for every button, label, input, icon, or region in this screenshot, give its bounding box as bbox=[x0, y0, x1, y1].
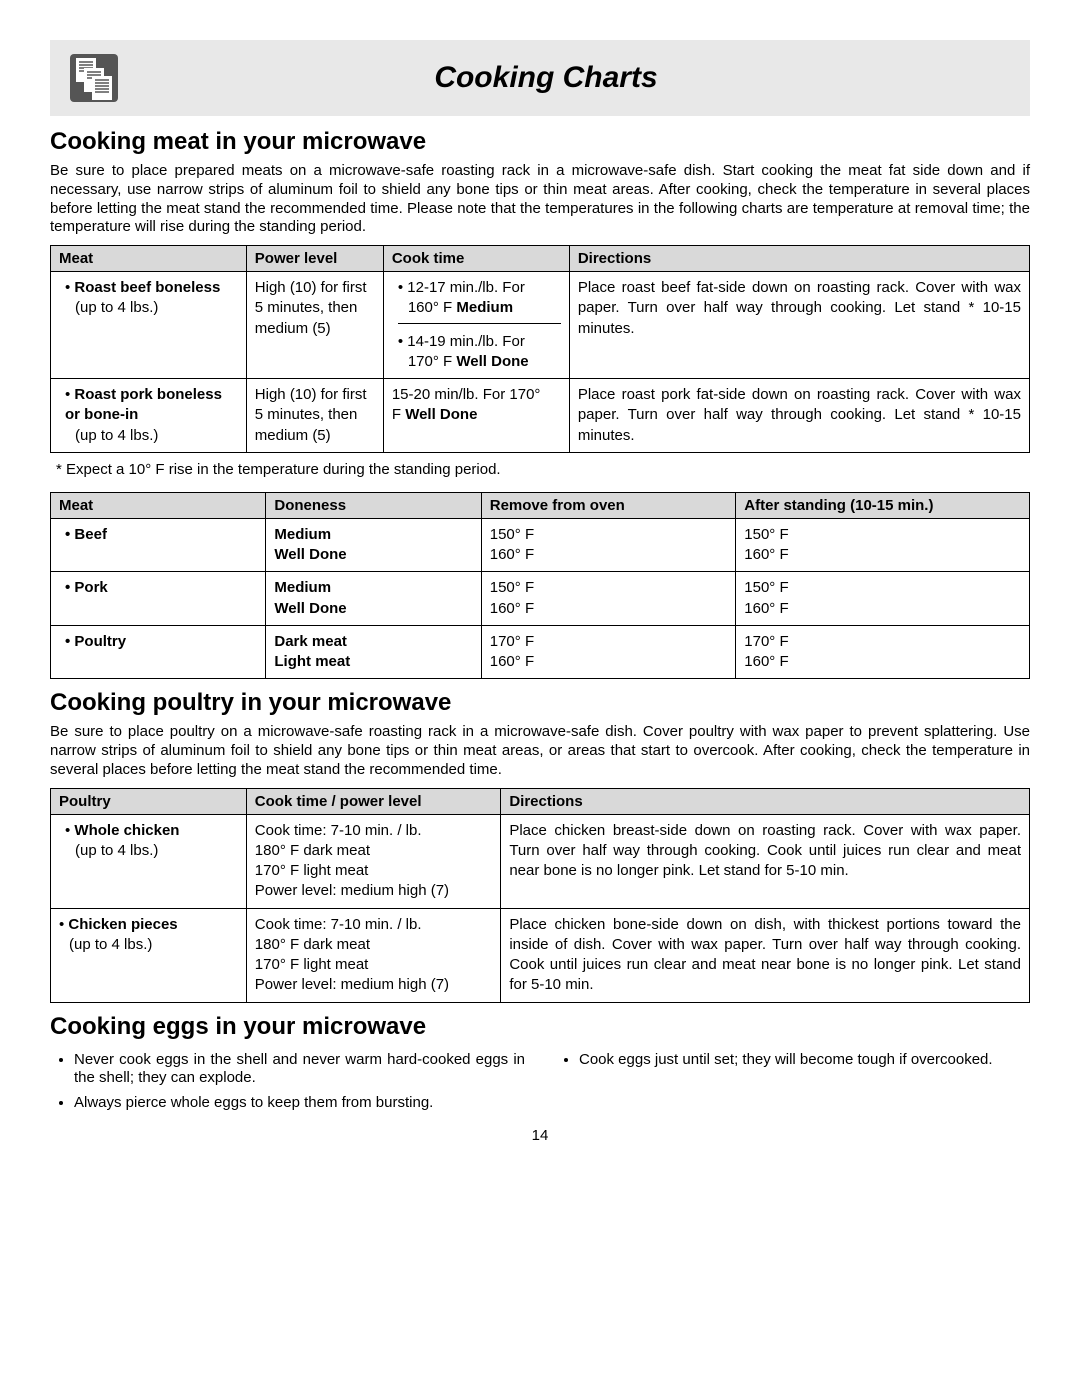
cooktime-cell: 15-20 min/lb. For 170° F Well Done bbox=[383, 379, 569, 453]
page-title: Cooking Charts bbox=[140, 61, 1012, 95]
col-remove: Remove from oven bbox=[481, 492, 736, 518]
meat-intro: Be sure to place prepared meats on a mic… bbox=[50, 162, 1030, 237]
table-row: Chicken pieces (up to 4 lbs.) Cook time:… bbox=[51, 908, 1030, 1002]
cooktime-cell: 12-17 min./lb. For 160° F Medium 14-19 m… bbox=[383, 272, 569, 379]
col-standing: After standing (10-15 min.) bbox=[736, 492, 1030, 518]
list-item: Always pierce whole eggs to keep them fr… bbox=[74, 1094, 525, 1113]
eggs-tips-right: Cook eggs just until set; they will beco… bbox=[555, 1051, 1030, 1119]
list-item: Cook eggs just until set; they will beco… bbox=[579, 1051, 1030, 1070]
col-cooktime: Cook time bbox=[383, 246, 569, 272]
col-meat: Meat bbox=[51, 492, 266, 518]
table-row: Pork MediumWell Done 150° F160° F 150° F… bbox=[51, 572, 1030, 626]
cooktime-cell: Cook time: 7-10 min. / lb. 180° F dark m… bbox=[246, 814, 501, 908]
meat-heading: Cooking meat in your microwave bbox=[50, 128, 1030, 156]
power-cell: High (10) for first 5 minutes, then medi… bbox=[246, 379, 383, 453]
table-row: Whole chicken (up to 4 lbs.) Cook time: … bbox=[51, 814, 1030, 908]
eggs-heading: Cooking eggs in your microwave bbox=[50, 1013, 1030, 1041]
col-doneness: Doneness bbox=[266, 492, 481, 518]
col-poultry: Poultry bbox=[51, 788, 247, 814]
meat-footnote: * Expect a 10° F rise in the temperature… bbox=[56, 461, 1030, 478]
col-meat: Meat bbox=[51, 246, 247, 272]
table-row: Roast beef boneless (up to 4 lbs.) High … bbox=[51, 272, 1030, 379]
table-header-row: Meat Doneness Remove from oven After sta… bbox=[51, 492, 1030, 518]
list-item: Never cook eggs in the shell and never w… bbox=[74, 1051, 525, 1089]
page-number: 14 bbox=[50, 1127, 1030, 1144]
header-banner: Cooking Charts bbox=[50, 40, 1030, 116]
col-directions: Directions bbox=[501, 788, 1030, 814]
eggs-tips: Never cook eggs in the shell and never w… bbox=[50, 1047, 1030, 1123]
document-stack-icon bbox=[68, 52, 120, 104]
poultry-intro: Be sure to place poultry on a microwave-… bbox=[50, 723, 1030, 779]
table-row: Beef MediumWell Done 150° F160° F 150° F… bbox=[51, 518, 1030, 572]
poultry-cell: Whole chicken (up to 4 lbs.) bbox=[51, 814, 247, 908]
eggs-tips-left: Never cook eggs in the shell and never w… bbox=[50, 1051, 525, 1119]
table-header-row: Poultry Cook time / power level Directio… bbox=[51, 788, 1030, 814]
meat-cell: Roast beef boneless (up to 4 lbs.) bbox=[51, 272, 247, 379]
poultry-table: Poultry Cook time / power level Directio… bbox=[50, 788, 1030, 1003]
directions-cell: Place roast beef fat-side down on roasti… bbox=[569, 272, 1029, 379]
cooktime-cell: Cook time: 7-10 min. / lb. 180° F dark m… bbox=[246, 908, 501, 1002]
meat-cooking-table: Meat Power level Cook time Directions Ro… bbox=[50, 245, 1030, 453]
col-directions: Directions bbox=[569, 246, 1029, 272]
meat-temperature-table: Meat Doneness Remove from oven After sta… bbox=[50, 492, 1030, 680]
directions-cell: Place chicken bone-side down on dish, wi… bbox=[501, 908, 1030, 1002]
directions-cell: Place chicken breast-side down on roasti… bbox=[501, 814, 1030, 908]
col-power: Power level bbox=[246, 246, 383, 272]
table-row: Roast pork boneless or bone-in (up to 4 … bbox=[51, 379, 1030, 453]
directions-cell: Place roast pork fat-side down on roasti… bbox=[569, 379, 1029, 453]
col-cooktime: Cook time / power level bbox=[246, 788, 501, 814]
table-header-row: Meat Power level Cook time Directions bbox=[51, 246, 1030, 272]
poultry-heading: Cooking poultry in your microwave bbox=[50, 689, 1030, 717]
poultry-cell: Chicken pieces (up to 4 lbs.) bbox=[51, 908, 247, 1002]
power-cell: High (10) for first 5 minutes, then medi… bbox=[246, 272, 383, 379]
table-row: Poultry Dark meatLight meat 170° F160° F… bbox=[51, 625, 1030, 679]
meat-cell: Roast pork boneless or bone-in (up to 4 … bbox=[51, 379, 247, 453]
